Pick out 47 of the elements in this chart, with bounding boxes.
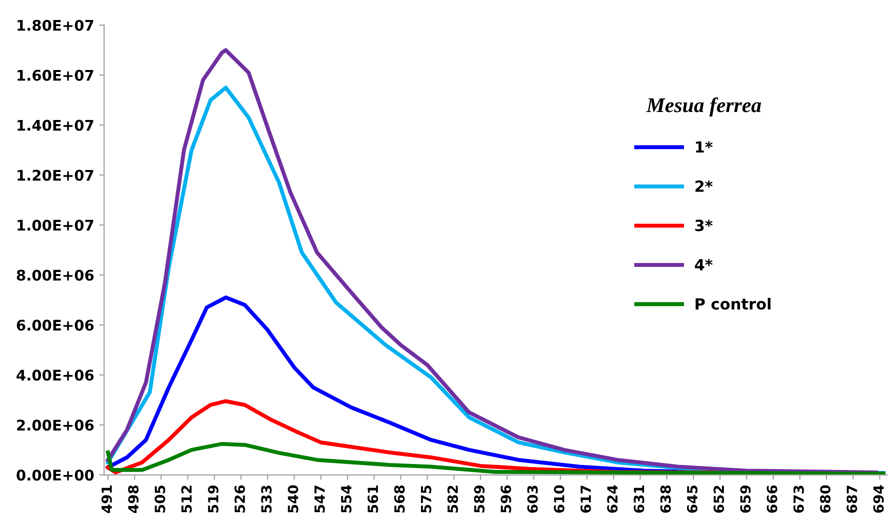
x-tick-label: 617 <box>580 486 592 513</box>
y-tick-label: 0.00E+00 <box>16 470 94 481</box>
x-tick-label: 631 <box>634 486 644 513</box>
y-tick-label: 2.00E+06 <box>17 420 94 431</box>
x-tick-label: 547 <box>314 486 325 513</box>
x-tick-label: 694 <box>873 485 884 513</box>
y-tick-label: 1.20E+07 <box>18 170 94 181</box>
x-tick-label: 645 <box>686 486 698 513</box>
x-tick-label: 582 <box>447 486 458 513</box>
y-tick-label: 1.80E+07 <box>18 20 94 31</box>
x-tick-label: 680 <box>820 485 831 513</box>
x-tick-label: 659 <box>740 485 751 513</box>
y-tick-label: 1.00E+07 <box>18 220 94 231</box>
x-tick-label: 526 <box>234 485 246 513</box>
legend-label: 2* <box>695 180 713 192</box>
x-tick-label: 652 <box>714 486 724 513</box>
x-tick-label: 624 <box>607 485 618 513</box>
y-tick-label: 8.00E+06 <box>16 270 94 281</box>
x-tick-label: 638 <box>660 485 671 513</box>
x-tick-label: 568 <box>394 485 405 513</box>
x-tick-label: 498 <box>128 485 139 513</box>
legend-label: 1* <box>696 141 713 153</box>
y-tick-label: 1.60E+07 <box>18 70 94 81</box>
x-tick-label: 666 <box>766 485 778 513</box>
x-tick-label: 561 <box>368 486 378 513</box>
y-tick-label: 4.00E+06 <box>16 370 94 381</box>
x-tick-label: 575 <box>421 486 432 513</box>
x-tick-label: 596 <box>500 485 512 513</box>
x-tick-label: 512 <box>181 486 192 513</box>
x-tick-label: 540 <box>288 485 298 513</box>
x-tick-label: 589 <box>474 485 485 513</box>
legend-label: 4* <box>694 258 713 270</box>
x-tick-label: 505 <box>154 486 166 513</box>
x-tick-label: 610 <box>554 485 564 513</box>
x-tick-label: 687 <box>846 486 858 513</box>
x-tick-label: 554 <box>341 485 352 513</box>
x-tick-label: 603 <box>527 486 538 513</box>
x-tick-label: 673 <box>793 486 804 513</box>
line-series <box>106 442 886 475</box>
y-tick-label: 1.40E+07 <box>18 120 94 131</box>
y-tick-label: 6.00E+06 <box>16 320 94 331</box>
legend-title: Mesua ferrea <box>646 97 762 116</box>
x-tick-label: 491 <box>101 486 112 513</box>
legend-label: P control <box>696 298 770 310</box>
x-tick-label: 533 <box>261 486 272 513</box>
x-tick-label: 519 <box>208 485 218 513</box>
legend-label: 3* <box>695 220 713 232</box>
